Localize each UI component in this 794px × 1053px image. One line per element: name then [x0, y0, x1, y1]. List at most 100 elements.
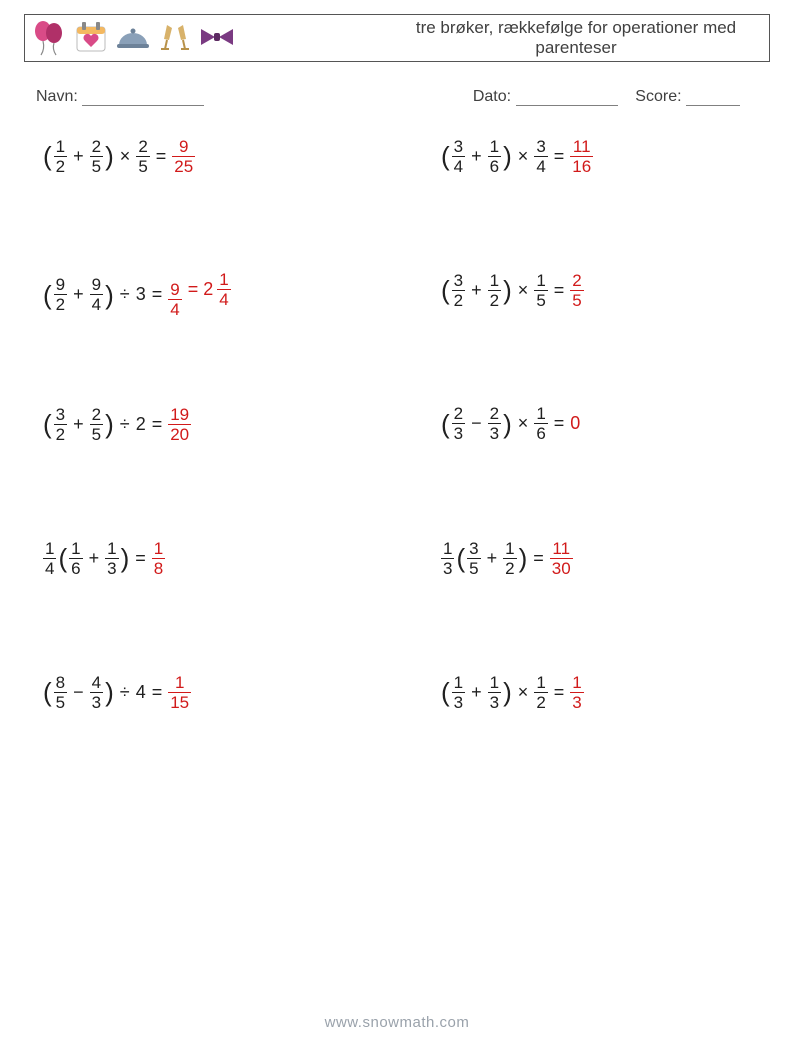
- operator: +: [73, 414, 84, 435]
- operator: +: [471, 682, 482, 703]
- fraction: 32: [452, 271, 465, 310]
- operator: =: [135, 548, 146, 569]
- fraction: 1920: [168, 405, 191, 444]
- rparen: ): [105, 411, 114, 437]
- denominator: 3: [441, 559, 454, 578]
- lparen: (: [441, 411, 450, 437]
- score-underline[interactable]: [686, 105, 740, 106]
- date-score: Dato: Score:: [473, 88, 740, 106]
- answer: 1130: [549, 538, 574, 578]
- numerator: 1: [488, 137, 501, 156]
- fraction: 35: [467, 539, 480, 578]
- operator: ÷: [120, 682, 130, 703]
- denominator: 3: [488, 424, 501, 443]
- fraction: 13: [441, 539, 454, 578]
- rparen: ): [503, 277, 512, 303]
- fraction: 12: [54, 137, 67, 176]
- numerator: 2: [452, 404, 465, 423]
- denominator: 4: [452, 157, 465, 176]
- operator: −: [73, 682, 84, 703]
- numerator: 9: [177, 137, 190, 156]
- denominator: 20: [168, 425, 191, 444]
- denominator: 2: [452, 291, 465, 310]
- fraction: 13: [570, 673, 583, 712]
- numerator: 1: [503, 539, 516, 558]
- problem-left: 14(16+13)=18: [42, 538, 166, 578]
- numerator: 3: [54, 405, 67, 424]
- operator: +: [89, 548, 100, 569]
- toast-glasses-icon: [155, 17, 195, 62]
- lparen: (: [441, 277, 450, 303]
- lparen: (: [441, 679, 450, 705]
- numerator: 1: [152, 539, 165, 558]
- whole-number: 4: [136, 682, 146, 703]
- denominator: 5: [54, 693, 67, 712]
- problem-left: (85−43)÷4=115: [42, 672, 192, 712]
- fraction: 14: [43, 539, 56, 578]
- denominator: 6: [534, 424, 547, 443]
- mixed-number: 214: [203, 270, 231, 309]
- answer: 25: [569, 270, 584, 310]
- answer: 1920: [167, 404, 192, 444]
- operator: ×: [518, 682, 529, 703]
- fraction: 115: [168, 673, 191, 712]
- problem-right: (32+12)×15=25: [440, 270, 585, 310]
- numerator: 1: [173, 673, 186, 692]
- operator: =: [188, 279, 199, 299]
- fraction: 925: [172, 137, 195, 176]
- lparen: (: [43, 282, 52, 308]
- problem-row: (12+25)×25=925(34+16)×34=1116: [42, 130, 760, 264]
- fraction: 43: [90, 673, 103, 712]
- numerator: 1: [452, 673, 465, 692]
- problem-row: (32+25)÷2=1920(23−23)×16=0: [42, 398, 760, 532]
- fraction: 23: [488, 404, 501, 443]
- denominator: 2: [503, 559, 516, 578]
- denominator: 3: [488, 693, 501, 712]
- problem-row: (92+94)÷3=94=214(32+12)×15=25: [42, 264, 760, 398]
- fraction: 16: [488, 137, 501, 176]
- answer: 13: [569, 672, 584, 712]
- operator: =: [554, 682, 565, 703]
- numerator: 2: [488, 404, 501, 423]
- operator: +: [487, 548, 498, 569]
- lparen: (: [43, 411, 52, 437]
- rparen: ): [503, 411, 512, 437]
- answer: 94=214: [167, 270, 231, 319]
- operator: −: [471, 413, 482, 434]
- denominator: 5: [570, 291, 583, 310]
- whole-number: 2: [136, 414, 146, 435]
- denominator: 2: [534, 693, 547, 712]
- fraction: 16: [69, 539, 82, 578]
- operator: ×: [120, 146, 131, 167]
- denominator: 3: [452, 693, 465, 712]
- rparen: ): [105, 282, 114, 308]
- numerator: 9: [168, 280, 181, 299]
- name-label: Navn:: [36, 88, 78, 105]
- balloons-icon: [29, 17, 69, 62]
- denominator: 25: [172, 157, 195, 176]
- denominator: 3: [105, 559, 118, 578]
- answer: 18: [151, 538, 166, 578]
- fraction: 18: [152, 539, 165, 578]
- name-underline[interactable]: [82, 105, 204, 106]
- fraction: 25: [90, 405, 103, 444]
- operator: =: [554, 413, 565, 434]
- numerator: 3: [452, 137, 465, 156]
- operator: ×: [518, 280, 529, 301]
- date-underline[interactable]: [516, 105, 618, 106]
- numerator: 1: [69, 539, 82, 558]
- rparen: ): [503, 143, 512, 169]
- operator: =: [156, 146, 167, 167]
- numerator: 1: [534, 404, 547, 423]
- numerator: 1: [43, 539, 56, 558]
- operator: =: [152, 682, 163, 703]
- worksheet-title: tre brøker, rækkefølge for operationer m…: [391, 15, 761, 61]
- denominator: 5: [467, 559, 480, 578]
- numerator: 2: [90, 137, 103, 156]
- numerator: 1: [105, 539, 118, 558]
- denominator: 16: [570, 157, 593, 176]
- numerator: 3: [534, 137, 547, 156]
- fraction: 12: [488, 271, 501, 310]
- numerator: 1: [534, 271, 547, 290]
- rparen: ): [105, 679, 114, 705]
